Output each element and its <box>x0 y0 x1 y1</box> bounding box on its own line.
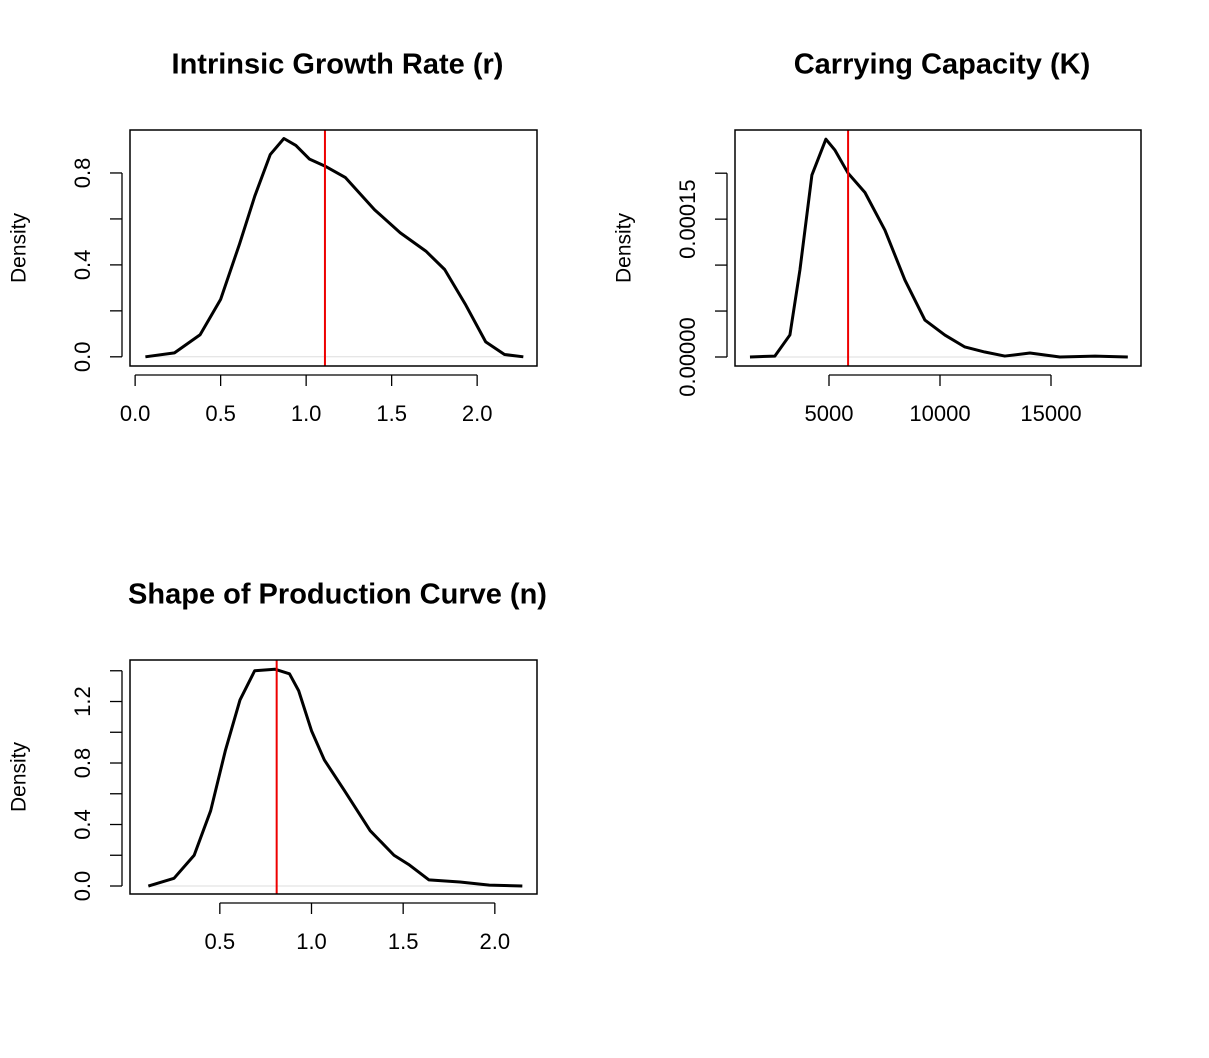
y-tick-label: 0.0 <box>70 342 95 373</box>
x-tick-label: 0.5 <box>205 929 236 954</box>
y-tick-label: 0.00015 <box>675 179 700 259</box>
density-line <box>147 667 523 888</box>
x-tick-label: 15000 <box>1020 401 1081 426</box>
y-axis-label: Density <box>613 212 636 283</box>
x-tick-label: 0.5 <box>205 401 236 426</box>
density-line <box>145 137 524 359</box>
x-tick-label: 1.5 <box>376 401 407 426</box>
y-tick-label: 0.8 <box>70 158 95 189</box>
y-tick-label: 0.8 <box>70 748 95 779</box>
y-tick-label: 0.0 <box>70 871 95 902</box>
y-tick-label: 1.2 <box>70 686 95 717</box>
plot-box <box>129 129 538 367</box>
chart-title: Carrying Capacity (K) <box>794 49 1091 81</box>
density-line <box>749 137 1128 359</box>
x-tick-label: 0.0 <box>120 401 151 426</box>
x-tick-label: 5000 <box>805 401 854 426</box>
plot-box <box>734 129 1142 367</box>
x-tick-label: 2.0 <box>462 401 493 426</box>
x-tick-label: 10000 <box>909 401 970 426</box>
x-tick-label: 2.0 <box>480 929 511 954</box>
chart-title: Intrinsic Growth Rate (r) <box>172 49 504 81</box>
y-tick-label: 0.00000 <box>675 317 700 397</box>
x-tick-label: 1.5 <box>388 929 419 954</box>
y-axis-label: Density <box>8 741 31 812</box>
y-tick-label: 0.4 <box>70 809 95 840</box>
x-tick-label: 1.0 <box>291 401 322 426</box>
chart-title: Shape of Production Curve (n) <box>128 579 547 611</box>
plot-box <box>129 659 538 895</box>
y-tick-label: 0.4 <box>70 250 95 281</box>
x-tick-label: 1.0 <box>296 929 327 954</box>
y-axis-label: Density <box>8 212 31 283</box>
